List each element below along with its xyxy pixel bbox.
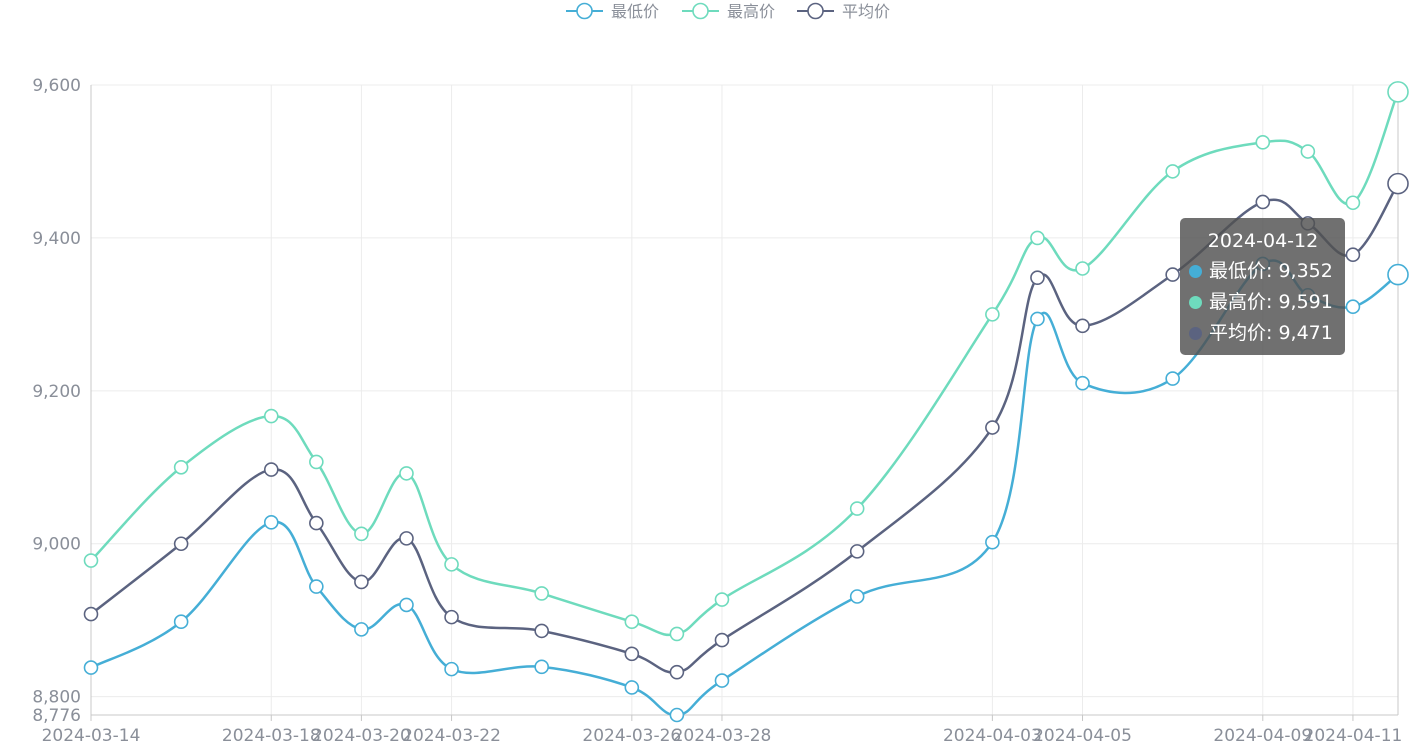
tooltip-avg-label: 平均价: 9,471 bbox=[1209, 322, 1333, 344]
y-tick-label: 9,200 bbox=[32, 382, 81, 402]
data-point bbox=[1165, 164, 1180, 179]
data-point bbox=[1345, 195, 1361, 211]
data-point bbox=[354, 526, 369, 542]
data-point bbox=[1387, 172, 1409, 195]
data-point bbox=[534, 586, 549, 601]
data-point bbox=[849, 501, 865, 516]
data-point bbox=[1165, 267, 1180, 282]
x-tick-label: 2024-03-22 bbox=[402, 726, 501, 746]
legend-label: 最高价 bbox=[727, 2, 775, 21]
x-tick-label: 2024-03-26 bbox=[582, 726, 681, 746]
data-point bbox=[263, 515, 279, 530]
data-point bbox=[669, 626, 685, 642]
x-tick-label: 2024-03-20 bbox=[312, 726, 411, 746]
data-point bbox=[263, 462, 279, 477]
data-point bbox=[624, 646, 640, 662]
data-point bbox=[444, 557, 459, 572]
data-point bbox=[714, 592, 730, 607]
data-point bbox=[985, 534, 1000, 550]
x-tick-label: 2024-04-11 bbox=[1304, 726, 1403, 746]
data-point bbox=[1387, 263, 1409, 286]
data-point bbox=[173, 459, 189, 475]
tooltip-high-label: 最高价: 9,591 bbox=[1209, 291, 1333, 313]
tooltip-avg-dot bbox=[1189, 327, 1202, 340]
data-point bbox=[444, 609, 459, 625]
data-point bbox=[624, 680, 640, 695]
legend-label: 最低价 bbox=[611, 2, 659, 21]
data-point bbox=[1030, 270, 1045, 285]
data-point bbox=[309, 454, 324, 470]
data-point bbox=[399, 531, 414, 546]
x-tick-label: 2024-03-18 bbox=[222, 726, 321, 746]
data-point bbox=[624, 614, 640, 630]
data-point bbox=[669, 707, 685, 723]
data-point bbox=[354, 574, 369, 590]
data-point bbox=[263, 408, 279, 424]
x-tick-label: 2024-03-14 bbox=[42, 726, 141, 746]
data-point bbox=[1345, 299, 1361, 315]
y-tick-label: 8,776 bbox=[32, 706, 81, 726]
legend-label: 平均价 bbox=[842, 2, 890, 21]
data-point bbox=[985, 420, 1000, 435]
legend-marker bbox=[692, 2, 709, 20]
y-tick-label: 9,600 bbox=[32, 76, 81, 96]
data-point bbox=[1387, 81, 1409, 103]
data-point bbox=[534, 659, 549, 675]
x-tick-label: 2024-03-28 bbox=[673, 726, 772, 746]
x-tick-label: 2024-04-05 bbox=[1033, 726, 1132, 746]
data-point bbox=[309, 515, 324, 531]
data-point bbox=[354, 622, 369, 637]
data-point bbox=[444, 661, 459, 677]
data-point bbox=[173, 614, 189, 630]
data-point bbox=[1255, 194, 1271, 210]
data-point bbox=[1075, 261, 1090, 276]
data-point bbox=[1345, 247, 1361, 263]
data-point bbox=[309, 579, 324, 594]
y-tick-label: 9,400 bbox=[32, 229, 81, 249]
data-point bbox=[714, 632, 730, 648]
x-tick-label: 2024-04-09 bbox=[1213, 726, 1312, 746]
tooltip-low-label: 最低价: 9,352 bbox=[1209, 260, 1333, 282]
tooltip-high-dot bbox=[1189, 296, 1202, 309]
data-point bbox=[669, 664, 685, 680]
tooltip-low-dot bbox=[1189, 265, 1202, 278]
data-point bbox=[1030, 230, 1045, 246]
data-point bbox=[849, 589, 865, 604]
legend-marker bbox=[807, 2, 824, 20]
data-point bbox=[534, 623, 549, 639]
tooltip-date: 2024-04-12 bbox=[1207, 230, 1319, 252]
chart-tooltip: 2024-04-12 最低价: 9,352 最高价: 9,591 平均价: 9,… bbox=[1180, 218, 1345, 355]
series-line-1 bbox=[90, 91, 1400, 637]
data-point bbox=[1030, 311, 1045, 327]
tooltip-row-high: 最高价: 9,591 bbox=[1189, 287, 1345, 318]
data-point bbox=[1075, 375, 1090, 391]
data-point bbox=[1255, 135, 1271, 150]
data-point bbox=[1300, 144, 1316, 159]
x-tick-label: 2024-04-03 bbox=[943, 726, 1042, 746]
data-point bbox=[83, 606, 99, 622]
data-point bbox=[173, 536, 189, 552]
data-point bbox=[1075, 318, 1090, 334]
data-point bbox=[849, 544, 865, 559]
y-tick-label: 9,000 bbox=[32, 535, 81, 555]
legend-marker bbox=[576, 2, 593, 20]
tooltip-row-avg: 平均价: 9,471 bbox=[1189, 318, 1345, 349]
data-point bbox=[399, 597, 414, 613]
data-point bbox=[399, 466, 414, 481]
data-point bbox=[83, 553, 99, 568]
data-point bbox=[1165, 371, 1180, 386]
y-tick-label: 8,800 bbox=[32, 688, 81, 708]
data-point bbox=[714, 673, 730, 688]
data-point bbox=[985, 307, 1000, 322]
tooltip-row-low: 最低价: 9,352 bbox=[1189, 256, 1345, 287]
data-point bbox=[83, 660, 99, 675]
